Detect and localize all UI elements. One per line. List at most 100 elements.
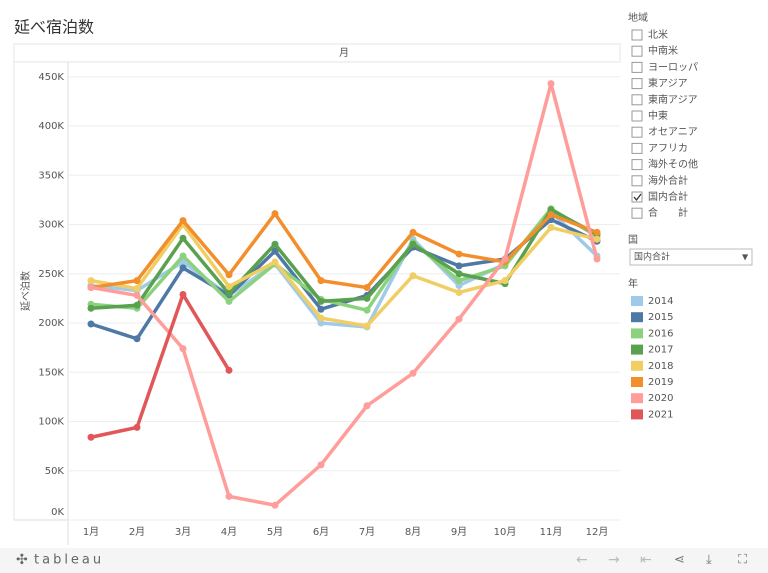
x-tick-label: 1月 [83,526,99,538]
legend-swatch [631,312,643,323]
checkbox[interactable] [631,142,643,154]
chart-title: 延べ宿泊数 [14,18,94,37]
point [455,277,463,285]
download-button[interactable]: ⤓ [706,553,712,568]
point [547,80,555,88]
point [593,255,601,263]
column-header [13,43,621,63]
checkbox[interactable] [631,175,643,187]
checkbox[interactable] [631,207,643,219]
point [225,297,233,305]
filter-option: 国内合計 [648,190,688,203]
point [87,277,95,285]
filter-option: 中東 [648,109,668,122]
point [547,223,555,231]
legend-label: 2020 [648,393,673,404]
legend-label: 2016 [648,328,673,339]
point [363,284,371,292]
point [179,234,187,242]
revert-button[interactable]: ⇤ [640,552,652,568]
undo-button[interactable]: ← [576,552,588,568]
point [409,240,417,248]
point [271,247,279,255]
share-button[interactable]: ⋖ [674,553,685,568]
point [179,345,187,353]
checkbox[interactable] [631,45,643,57]
checkbox[interactable] [631,191,643,203]
column-header-label: 月 [339,47,349,59]
point [225,492,233,500]
point [363,294,371,302]
y-tick-label: 100K [38,417,64,428]
fullscreen-button[interactable]: ⛶ [737,553,748,568]
legend-swatch [631,377,643,387]
legend-label: 2017 [648,345,673,356]
point [455,262,463,270]
point [225,289,233,297]
legend-label: 2021 [648,409,673,420]
legend-swatch [631,344,643,355]
toolbar [0,548,768,573]
checkbox[interactable] [631,110,643,122]
point [87,320,95,328]
filter-option: 東アジア [648,77,688,90]
filter-option: 東南アジア [648,93,698,106]
point [409,369,417,377]
x-tick-label: 5月 [267,526,283,538]
y-tick-label: 450K [38,72,64,83]
legend-title: 年 [628,277,638,290]
checkbox[interactable] [631,94,643,106]
point [363,306,371,314]
y-tick-label: 250K [38,269,64,280]
filter-option: ヨーロッパ [648,61,698,73]
legend-label: 2015 [648,312,673,323]
redo-button[interactable]: → [608,552,620,568]
x-tick-label: 2月 [129,526,145,538]
legend-label: 2018 [648,361,673,372]
point [455,288,463,296]
filter-title: 地域 [628,11,648,24]
point [317,314,325,322]
point [133,285,141,293]
x-tick-label: 4月 [221,526,237,538]
filter-option: 合 計 [648,206,688,219]
x-tick-label: 3月 [175,526,191,538]
point [317,305,325,313]
point [133,423,141,431]
logo-text: tableau [34,553,104,568]
checkbox[interactable] [631,61,643,73]
x-tick-label: 9月 [451,526,467,538]
point [179,264,187,272]
point [271,240,279,248]
line [90,209,599,329]
checkbox[interactable] [631,159,643,171]
point [501,277,509,285]
point [317,277,325,285]
x-tick-label: 8月 [405,526,421,538]
point [593,235,601,243]
dropdown-value: 国内合計 [634,251,670,263]
x-tick-label: 7月 [359,526,375,538]
point [363,402,371,410]
point [133,277,141,285]
filter-option: 中南米 [648,44,678,57]
checkbox[interactable] [631,29,643,41]
point [133,301,141,309]
point [409,228,417,236]
point [87,304,95,312]
filter-option: 海外合計 [648,174,688,187]
y-axis-title: 延べ泊数 [19,271,32,311]
dropdown[interactable] [629,248,753,266]
legend-swatch [631,409,643,420]
point [455,270,463,278]
y-tick-label: 150K [38,367,64,378]
point [179,290,187,298]
x-tick-label: 12月 [586,526,609,538]
point [179,252,187,260]
x-tick-label: 10月 [494,526,517,538]
y-tick-label: 200K [38,318,64,329]
checkbox[interactable] [631,78,643,90]
checkmark [633,193,642,202]
point [455,282,463,290]
checkbox[interactable] [631,126,643,138]
